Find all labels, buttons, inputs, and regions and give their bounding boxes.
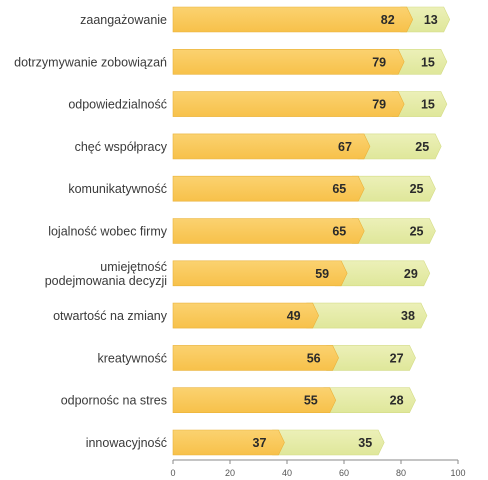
- data-label-series-2: 27: [390, 351, 404, 365]
- category-label: dotrzymywanie zobowiązań: [14, 55, 167, 69]
- bar-segment-series-1: [172, 91, 405, 117]
- x-tick-label: 40: [282, 468, 292, 478]
- data-label-series-1: 49: [287, 309, 301, 323]
- category-label: innowacyjność: [86, 436, 167, 450]
- category-label: otwartość na zmiany: [53, 309, 168, 323]
- data-label-series-1: 79: [372, 55, 386, 69]
- category-label: zaangażowanie: [80, 13, 167, 27]
- bar-segment-series-1: [172, 133, 371, 160]
- category-label: odpowiedzialność: [68, 98, 167, 112]
- x-tick-label: 60: [339, 468, 349, 478]
- x-axis: 0 20 40 60 80 100: [170, 459, 466, 478]
- data-label-series-1: 82: [381, 13, 395, 27]
- plot-area: 82 13 zaangażowanie 79 15 dotrzymywanie zobow…: [14, 6, 451, 456]
- bar-segment-series-1: [172, 49, 405, 75]
- data-label-series-2: 15: [421, 55, 435, 69]
- data-label-series-1: 67: [338, 140, 352, 154]
- bar-segment-series-1: [172, 175, 365, 202]
- data-label-series-1: 56: [307, 351, 321, 365]
- data-label-series-1: 65: [332, 225, 346, 239]
- data-label-series-2: 25: [415, 140, 429, 154]
- data-label-series-1: 59: [315, 267, 329, 281]
- category-label: lojalność wobec firmy: [48, 225, 168, 239]
- bar-segment-series-1: [172, 387, 337, 413]
- data-label-series-1: 79: [372, 98, 386, 112]
- category-label: odpornośc na stres: [61, 394, 167, 408]
- x-tick-label: 100: [450, 468, 465, 478]
- data-label-series-2: 25: [410, 182, 424, 196]
- x-tick-label: 80: [396, 468, 406, 478]
- x-tick-label: 20: [225, 468, 235, 478]
- data-label-series-2: 29: [404, 267, 418, 281]
- bar-segment-series-1: [172, 218, 365, 244]
- data-label-series-2: 35: [358, 436, 372, 450]
- data-label-series-2: 38: [401, 309, 415, 323]
- category-label: chęć współpracy: [75, 140, 168, 154]
- bar-segment-series-1: [172, 429, 285, 456]
- data-label-series-2: 15: [421, 98, 435, 112]
- data-label-series-1: 65: [332, 182, 346, 196]
- bar-segment-series-1: [172, 260, 348, 287]
- bar-segment-series-1: [172, 302, 319, 329]
- x-tick-label: 0: [170, 468, 175, 478]
- bar-segment-series-1: [172, 6, 414, 33]
- data-label-series-1: 55: [304, 394, 318, 408]
- data-label-series-2: 25: [410, 225, 424, 239]
- category-label: komunikatywność: [68, 182, 167, 196]
- data-label-series-2: 13: [424, 13, 438, 27]
- data-label-series-1: 37: [253, 436, 267, 450]
- category-label: kreatywność: [98, 351, 167, 365]
- category-label: umiejętność podejmowania decyzji: [45, 260, 167, 288]
- data-label-series-2: 28: [390, 394, 404, 408]
- bar-segment-series-1: [172, 345, 339, 371]
